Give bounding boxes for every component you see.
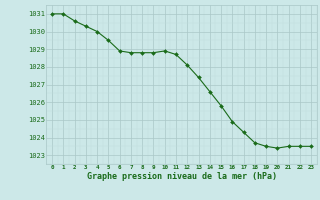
X-axis label: Graphe pression niveau de la mer (hPa): Graphe pression niveau de la mer (hPa) [87,172,276,181]
